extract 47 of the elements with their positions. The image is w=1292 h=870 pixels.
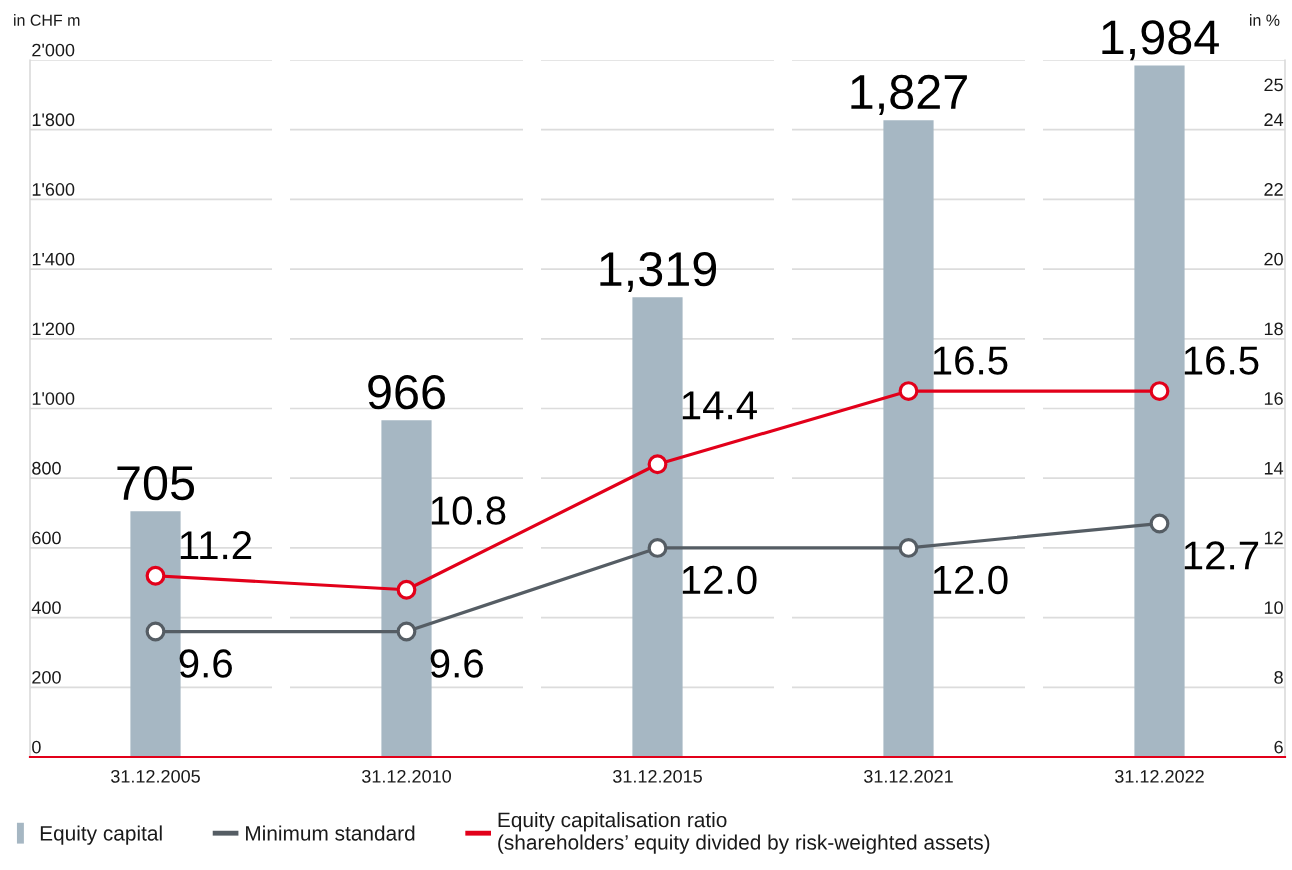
y-tick-label: 2'000 [32,43,75,57]
data-label: 12.0 [933,565,1008,595]
y-tick-label: 800 [32,461,61,475]
y-tick-label: 1'800 [32,113,75,127]
y2-tick-label: 16 [1264,392,1283,405]
y2-axis-title: in % [1250,14,1280,26]
y-tick-label: 1'400 [32,252,75,266]
y-tick-label: 200 [32,670,61,684]
y-tick-label: 1'000 [32,392,75,405]
x-tick-label: 31.12.2015 [613,769,702,783]
data-label: 12.0 [682,565,757,595]
y-tick-label: 1'200 [32,322,75,336]
data-label: 966 [368,374,445,410]
data-label: 1,319 [600,251,717,293]
y-tick-label: 600 [32,531,61,545]
data-label: 1,827 [851,74,967,116]
y2-tick-label: 14 [1264,462,1284,475]
y2-tick-label: 6 [1274,740,1283,754]
y2-tick-label: 24 [1264,113,1284,126]
y2-tick-label: 18 [1264,322,1283,336]
data-label: 1,984 [1102,20,1219,61]
y-tick-label: 0 [32,740,41,754]
data-label: 10.8 [431,496,506,525]
y-tick-label: 400 [31,601,61,615]
data-label: 11.2 [180,530,252,560]
y-axis-title: in CHF m [14,14,80,26]
data-label: 16.5 [1184,346,1259,375]
legend-label: Equity capital [40,825,162,845]
y-tick-label: 1'600 [32,183,75,196]
x-tick-label: 31.12.2010 [362,769,451,783]
data-label: 14.4 [682,391,757,420]
x-tick-label: 31.12.2022 [1115,769,1204,783]
y2-tick-label: 12 [1264,531,1283,545]
y2-tick-label: 22 [1264,183,1283,196]
data-label: 9.6 [179,649,232,678]
data-label: 9.6 [430,649,483,678]
x-tick-label: 31.12.2005 [111,769,200,783]
data-label: 12.7 [1184,541,1259,570]
y2-tick-label: 25 [1264,78,1283,92]
y2-tick-label: 8 [1274,670,1283,684]
data-label: 705 [117,465,195,501]
y2-tick-label: 10 [1264,601,1283,615]
x-tick-label: 31.12.2021 [864,769,953,783]
legend-label: Equity capitalisation ratio (shareholders’ equity divided by risk-weighted assets) [498,812,990,854]
legend-label: Minimum standard [246,825,415,841]
data-label: 16.5 [933,346,1008,375]
y2-tick-label: 20 [1264,252,1283,266]
